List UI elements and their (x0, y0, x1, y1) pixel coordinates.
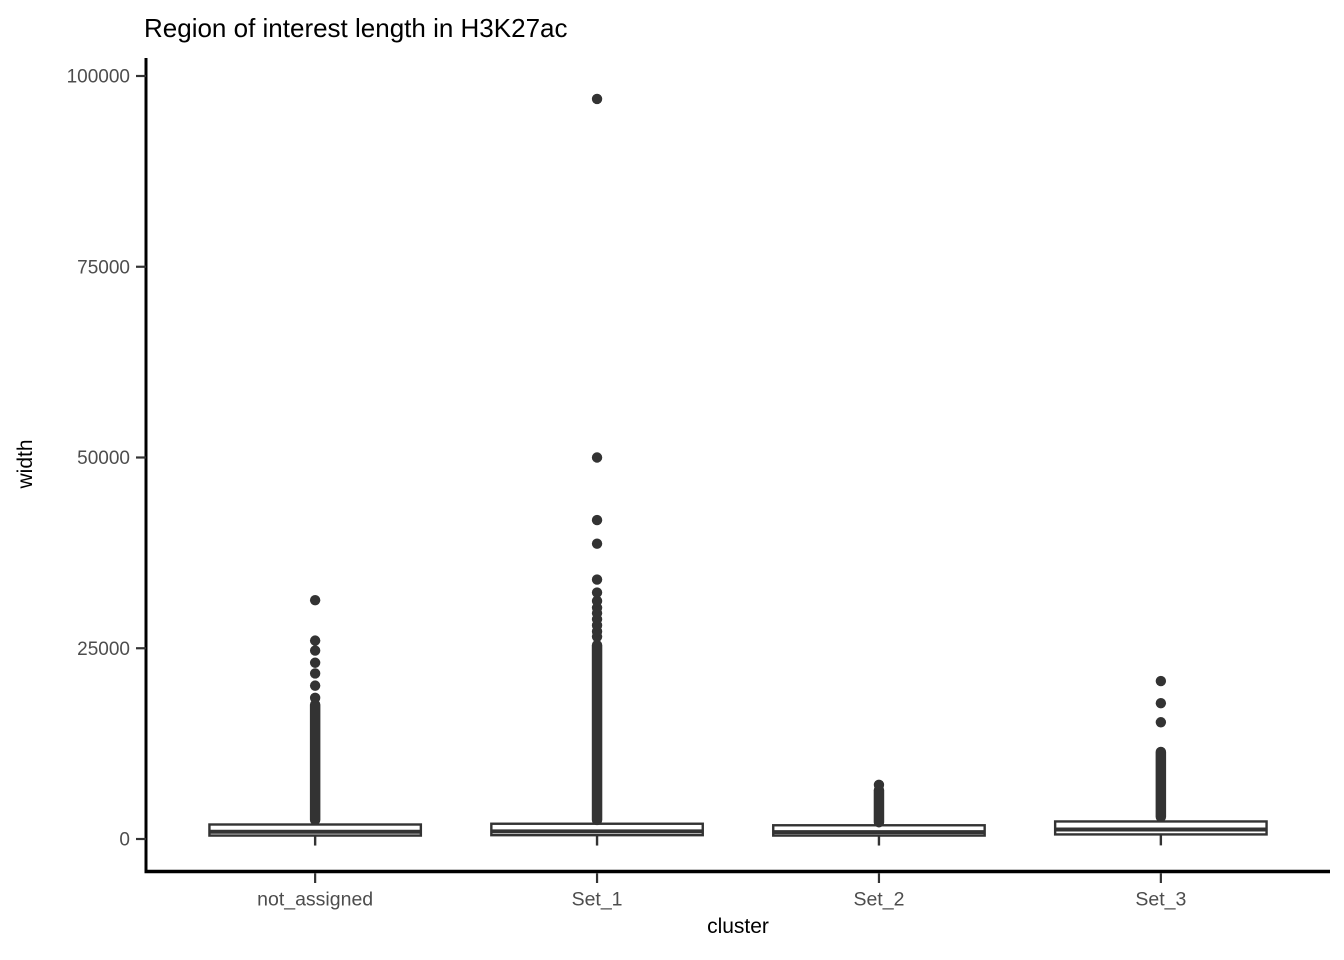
outlier-dot (591, 452, 603, 463)
x-tick-label: Set_3 (1135, 889, 1186, 911)
outlier-dot (591, 587, 603, 598)
outlier-dot (309, 668, 321, 679)
y-tick-label: 75000 (77, 257, 130, 278)
outlier-dot (309, 680, 321, 691)
outlier-dot (309, 657, 321, 668)
outlier-dot (309, 692, 321, 704)
boxplot-Set_1 (490, 93, 704, 846)
boxplot-not_assigned (208, 594, 423, 846)
outlier-dot (309, 645, 321, 656)
outlier-dot (591, 93, 603, 105)
y-tick-label: 25000 (77, 639, 130, 660)
outlier-dot (1155, 675, 1167, 687)
outlier-dot (591, 574, 603, 585)
outlier-dot (591, 595, 603, 607)
chart-title: Region of interest length in H3K27ac (144, 13, 568, 43)
x-axis-title: cluster (707, 915, 769, 938)
y-tick-label: 0 (119, 830, 130, 851)
outlier-dot (873, 779, 885, 791)
outlier-dot (309, 635, 321, 646)
outlier-dot (591, 514, 603, 526)
outlier-dot (309, 594, 321, 606)
boxplot-Set_2 (772, 779, 986, 846)
x-tick-label: Set_2 (853, 889, 904, 911)
outlier-dot (1155, 717, 1167, 728)
outlier-dot (1155, 697, 1167, 709)
x-tick-label: not_assigned (257, 889, 373, 911)
x-tick-label: Set_1 (572, 889, 623, 911)
outlier-dot (591, 538, 603, 549)
y-tick-label: 100000 (67, 67, 130, 88)
boxplot-Set_3 (1053, 675, 1268, 846)
y-tick-label: 50000 (77, 448, 130, 469)
